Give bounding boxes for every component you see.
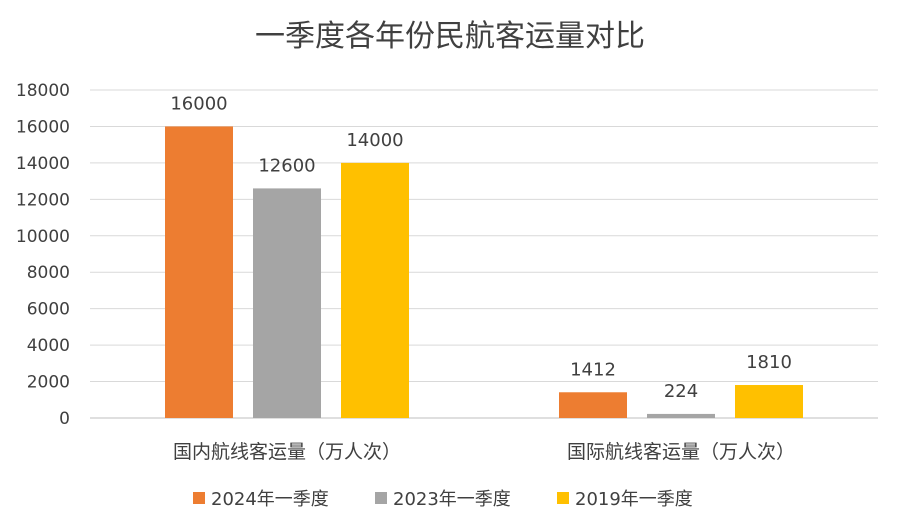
x-axis-categories: 国内航线客运量（万人次） 国际航线客运量（万人次） bbox=[173, 441, 795, 463]
data-label: 1412 bbox=[570, 359, 616, 380]
y-tick-label: 6000 bbox=[27, 300, 70, 320]
legend-label: 2019年一季度 bbox=[575, 489, 693, 510]
legend-label: 2024年一季度 bbox=[211, 489, 329, 510]
bar-international-2019年一季度 bbox=[735, 385, 803, 418]
y-tick-label: 4000 bbox=[27, 336, 70, 356]
y-tick-label: 0 bbox=[59, 409, 70, 429]
y-tick-label: 12000 bbox=[16, 190, 70, 210]
x-category-label: 国内航线客运量（万人次） bbox=[173, 441, 401, 463]
bar-international-2023年一季度 bbox=[647, 413, 715, 418]
y-tick-label: 10000 bbox=[16, 227, 70, 247]
legend-label: 2023年一季度 bbox=[393, 489, 511, 510]
data-label: 1810 bbox=[746, 352, 792, 373]
data-label: 12600 bbox=[258, 155, 315, 176]
data-label: 16000 bbox=[170, 93, 227, 114]
y-axis-ticks: 0 2000 4000 6000 8000 10000 12000 14000 16000 180… bbox=[16, 81, 70, 429]
legend-swatch bbox=[375, 492, 387, 504]
y-tick-label: 16000 bbox=[16, 117, 70, 137]
bar-domestic-2019年一季度 bbox=[341, 162, 409, 418]
data-label: 14000 bbox=[346, 130, 403, 151]
x-category-label: 国际航线客运量（万人次） bbox=[567, 441, 795, 463]
legend: 2024年一季度 2023年一季度 2019年一季度 bbox=[193, 489, 693, 510]
chart-title: 一季度各年份民航客运量对比 bbox=[255, 19, 645, 54]
y-tick-label: 8000 bbox=[27, 263, 70, 283]
data-label: 224 bbox=[664, 381, 698, 402]
data-labels: 16000 12600 14000 1412 224 1810 bbox=[170, 93, 792, 401]
bar-domestic-2023年一季度 bbox=[253, 188, 321, 418]
y-tick-label: 18000 bbox=[16, 81, 70, 101]
bar-international-2024年一季度 bbox=[559, 392, 627, 418]
y-tick-label: 14000 bbox=[16, 154, 70, 174]
bar-domestic-2024年一季度 bbox=[165, 126, 233, 418]
legend-swatch bbox=[193, 492, 205, 504]
legend-swatch bbox=[557, 492, 569, 504]
y-tick-label: 2000 bbox=[27, 373, 70, 393]
bars bbox=[165, 126, 803, 418]
